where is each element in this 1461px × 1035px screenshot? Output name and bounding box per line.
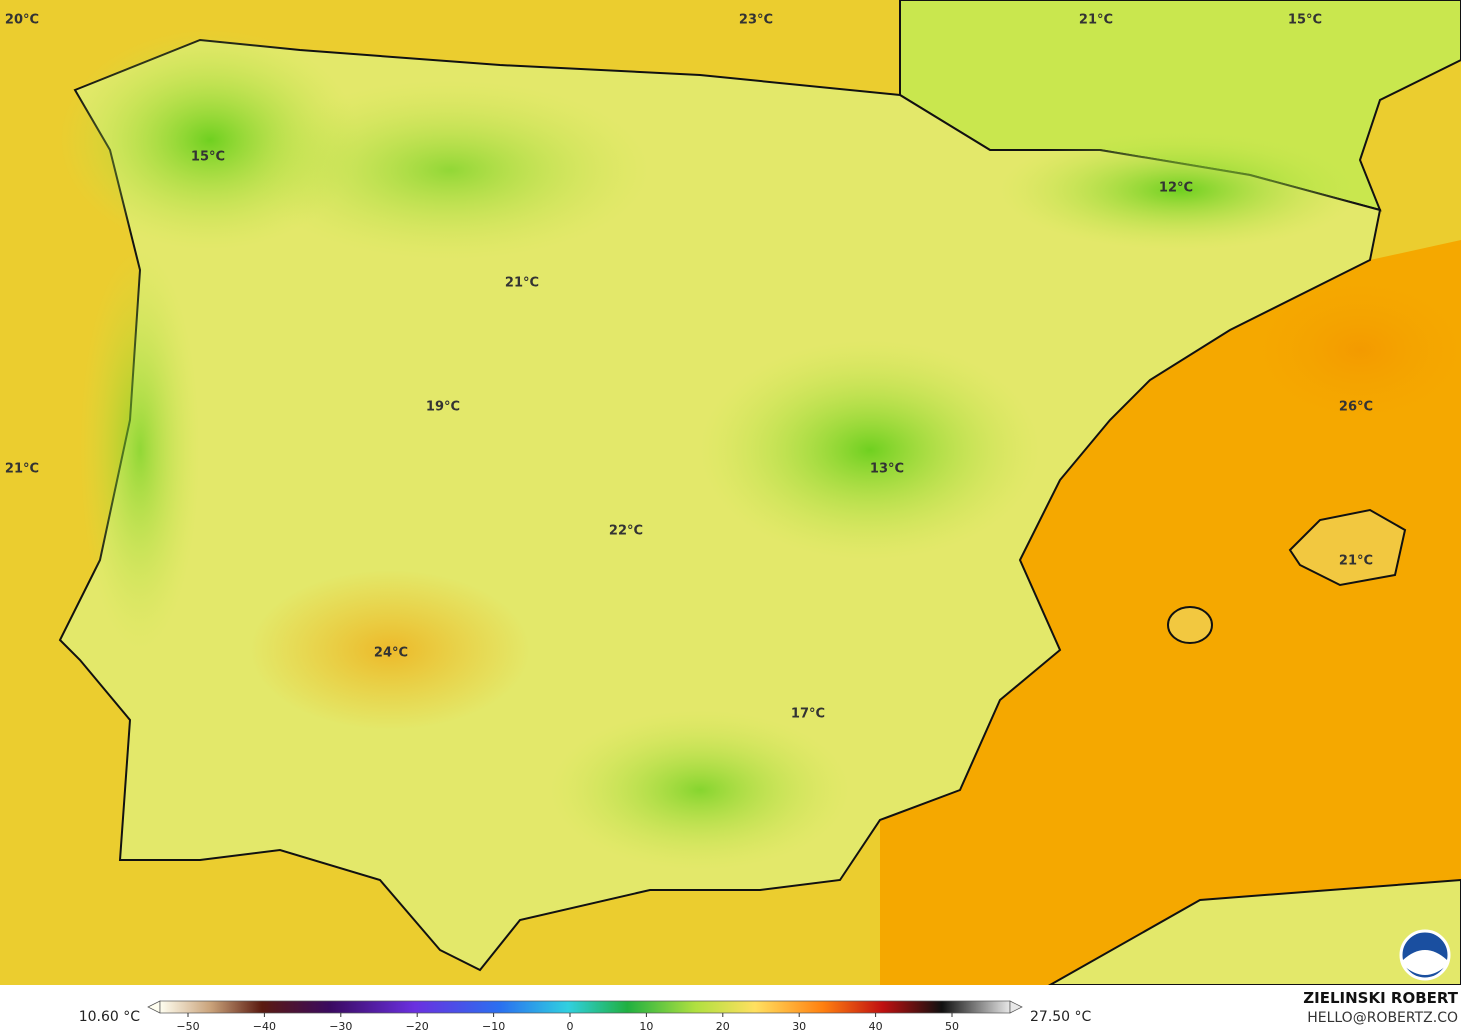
colorbar-tick-label: −50: [176, 1020, 199, 1033]
cool-centre: [700, 340, 1040, 560]
temp-label: 19°C: [426, 400, 460, 415]
colorbar-tick-label: −20: [406, 1020, 429, 1033]
warm-area: [1240, 270, 1461, 430]
colorbar-tick-label: 40: [869, 1020, 883, 1033]
cool-south: [550, 710, 850, 870]
temp-label: 22°C: [609, 524, 643, 539]
mallorca: [1288, 508, 1407, 587]
temp-label: 23°C: [739, 13, 773, 28]
iberia: [58, 38, 1382, 972]
map: [0, 0, 1461, 986]
cool-north: [250, 80, 650, 260]
temperature-labels: 20°C 23°C 21°C 15°C 15°C 12°C 21°C 26°C …: [5, 13, 1373, 722]
cool-pyrenees: [1000, 130, 1360, 250]
temp-label: 12°C: [1159, 181, 1193, 196]
ibiza: [1167, 606, 1213, 644]
temp-label: 21°C: [1079, 13, 1113, 28]
colorbar-tick-label: 0: [567, 1020, 574, 1033]
temp-label: 21°C: [1339, 554, 1373, 569]
colorbar-tick-label: 30: [792, 1020, 806, 1033]
author: ZIELINSKI ROBERT: [1303, 989, 1458, 1007]
email: HELLO@ROBERTZ.CO: [1307, 1010, 1458, 1026]
temp-label: 21°C: [505, 276, 539, 291]
max-label: 27.50 °C: [1030, 1009, 1092, 1025]
colorbar-tick-label: −40: [253, 1020, 276, 1033]
noaa-logo: [1399, 929, 1451, 981]
min-label: 10.60 °C: [79, 1009, 141, 1025]
temp-label: 26°C: [1339, 400, 1373, 415]
temp-label: 20°C: [5, 13, 39, 28]
sea-east: [880, 240, 1461, 985]
colorbar-tick-label: 20: [716, 1020, 730, 1033]
temp-label: 13°C: [870, 462, 904, 477]
cool-west: [80, 250, 200, 650]
colorbar-tick-label: −30: [329, 1020, 352, 1033]
temp-label: 24°C: [374, 646, 408, 661]
temp-label: 17°C: [791, 707, 825, 722]
temp-label: 21°C: [5, 462, 39, 477]
warm-southwest: [250, 570, 530, 730]
colorbar-tick-label: −10: [482, 1020, 505, 1033]
temp-label: 15°C: [191, 150, 225, 165]
temp-label: 15°C: [1288, 13, 1322, 28]
colorbar-tick-label: 10: [639, 1020, 653, 1033]
colorbar-tick-label: 50: [945, 1020, 959, 1033]
colorbar: −50 −40 −30 −20 −10 0 10 20 30 40 50: [147, 1000, 1023, 1033]
